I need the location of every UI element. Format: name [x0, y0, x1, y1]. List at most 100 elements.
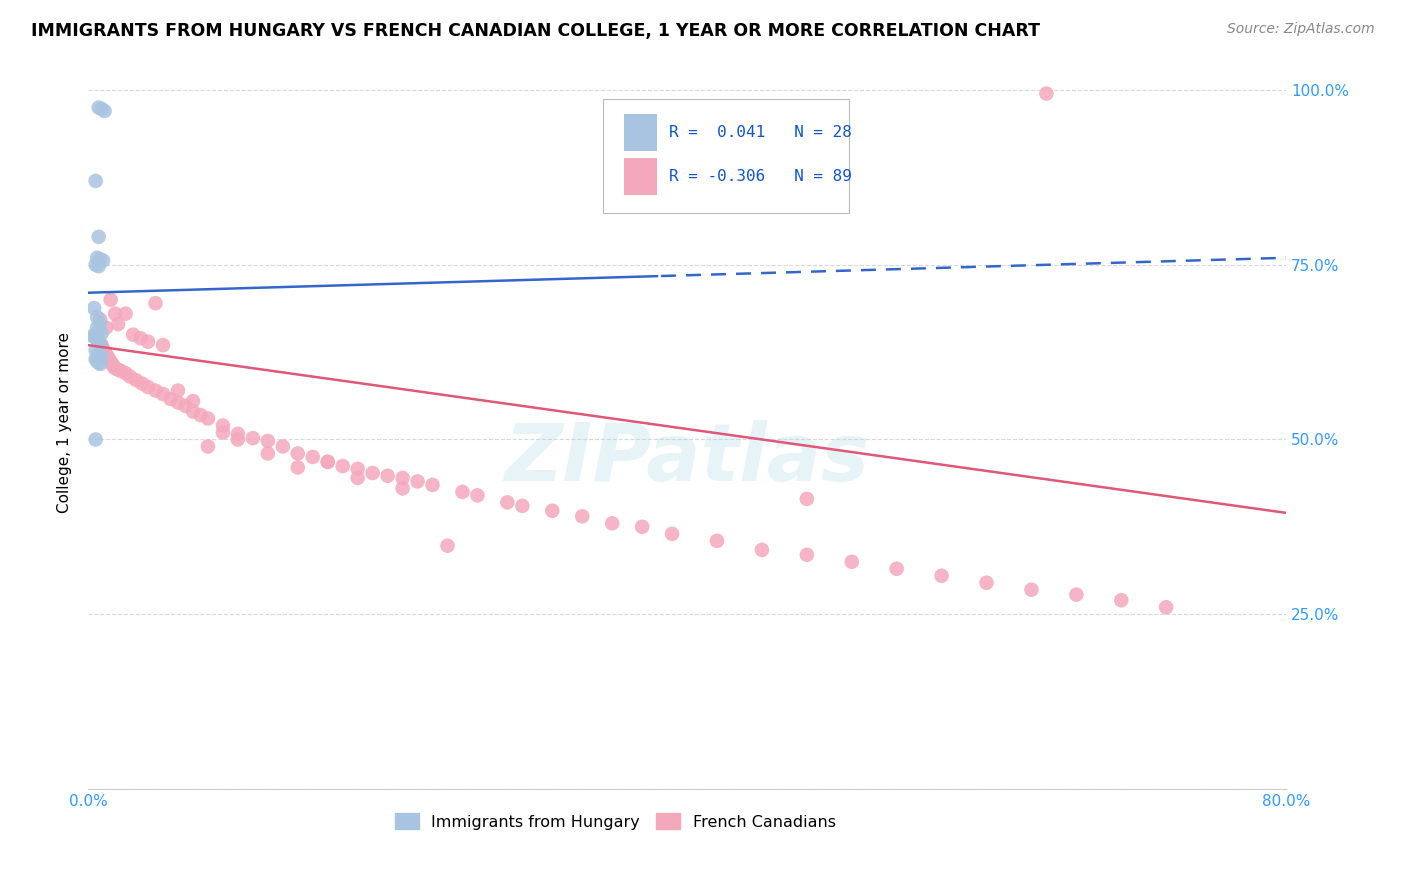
Text: R = -0.306   N = 89: R = -0.306 N = 89 [669, 169, 852, 184]
Point [131, 376, 153, 391]
Point [159, 392, 181, 406]
Point [87, 334, 110, 349]
Text: Source: ZipAtlas.com: Source: ZipAtlas.com [1227, 22, 1375, 37]
Point [100, 293, 122, 307]
Text: IMMIGRANTS FROM HUNGARY VS FRENCH CANADIAN COLLEGE, 1 YEAR OR MORE CORRELATION C: IMMIGRANTS FROM HUNGARY VS FRENCH CANADI… [31, 22, 1040, 40]
Point [136, 380, 159, 394]
Point [89, 252, 111, 267]
Point [190, 408, 212, 422]
Point [107, 317, 129, 331]
Point [93, 103, 115, 118]
Point [391, 482, 413, 496]
Point [87, 356, 110, 370]
Point [174, 399, 197, 413]
Point [87, 324, 110, 338]
Point [87, 101, 110, 115]
Point [167, 395, 190, 409]
Legend: Immigrants from Hungary, French Canadians: Immigrants from Hungary, French Canadian… [388, 806, 842, 836]
Point [541, 504, 564, 518]
Point [129, 331, 152, 345]
Point [422, 478, 444, 492]
Point [114, 307, 136, 321]
Point [451, 484, 474, 499]
Point [796, 548, 818, 562]
Point [226, 426, 249, 441]
Point [110, 364, 132, 378]
Point [83, 301, 105, 315]
Point [256, 446, 278, 460]
Point [197, 411, 219, 425]
Point [212, 425, 235, 440]
Point [82, 329, 104, 343]
Point [332, 458, 354, 473]
Point [571, 509, 593, 524]
Point [152, 387, 174, 401]
Point [91, 342, 114, 356]
Point [600, 516, 623, 531]
Point [89, 317, 111, 331]
Point [212, 418, 235, 433]
Point [84, 174, 107, 188]
Point [84, 343, 107, 357]
Point [886, 562, 908, 576]
Point [1066, 588, 1088, 602]
Text: R =  0.041   N = 28: R = 0.041 N = 28 [669, 125, 852, 140]
Point [107, 362, 129, 376]
Point [104, 361, 127, 376]
Point [377, 468, 399, 483]
Point [86, 310, 108, 325]
Point [1109, 593, 1132, 607]
Point [84, 433, 107, 447]
Point [271, 440, 294, 454]
Point [100, 356, 122, 370]
Point [87, 336, 110, 351]
Point [86, 331, 108, 345]
Point [94, 347, 117, 361]
Point [346, 471, 368, 485]
Point [256, 434, 278, 448]
Point [89, 338, 111, 352]
Point [496, 495, 519, 509]
Point [94, 320, 117, 334]
Bar [624, 158, 657, 194]
Point [87, 347, 110, 361]
Point [661, 526, 683, 541]
Point [287, 446, 309, 460]
Point [316, 455, 339, 469]
Point [796, 491, 818, 506]
Point [145, 384, 167, 398]
Point [89, 312, 111, 326]
Point [841, 555, 863, 569]
Point [101, 357, 124, 371]
Point [976, 575, 998, 590]
Point [87, 259, 110, 273]
Point [90, 102, 112, 116]
Point [90, 326, 112, 341]
Point [89, 357, 111, 371]
Point [1035, 87, 1057, 101]
Point [181, 394, 204, 409]
Point [1021, 582, 1043, 597]
Point [93, 345, 115, 359]
Point [931, 568, 953, 582]
Point [391, 471, 413, 485]
Point [167, 384, 190, 398]
Point [1154, 600, 1177, 615]
Point [91, 349, 114, 363]
Point [751, 542, 773, 557]
Point [86, 320, 108, 334]
Point [120, 369, 142, 384]
Point [512, 499, 534, 513]
Point [152, 338, 174, 352]
FancyBboxPatch shape [603, 99, 849, 213]
Point [90, 350, 112, 364]
Point [86, 354, 108, 368]
Point [84, 331, 107, 345]
Point [87, 230, 110, 244]
Point [316, 455, 339, 469]
Point [287, 460, 309, 475]
Point [467, 488, 489, 502]
Point [122, 327, 145, 342]
Point [98, 352, 121, 367]
Point [346, 462, 368, 476]
